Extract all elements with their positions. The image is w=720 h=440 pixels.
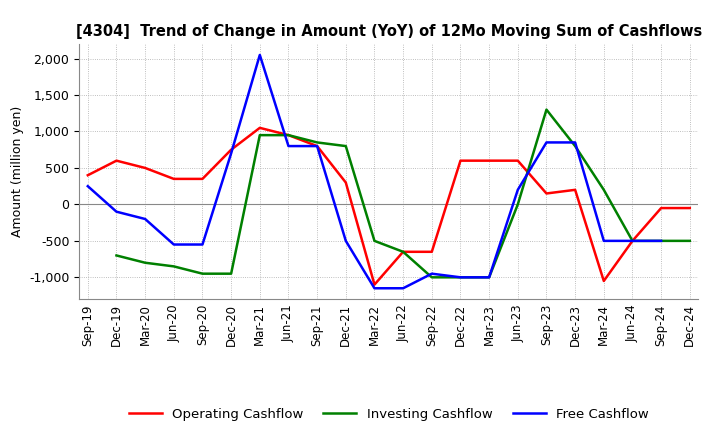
Investing Cashflow: [256, 132, 264, 138]
Free Cashflow: [341, 238, 350, 243]
Free Cashflow: [312, 143, 321, 149]
Investing Cashflow: [370, 238, 379, 243]
Investing Cashflow: [198, 271, 207, 276]
Free Cashflow: [485, 275, 493, 280]
Operating Cashflow: [341, 180, 350, 185]
Operating Cashflow: [198, 176, 207, 182]
Investing Cashflow: [571, 143, 580, 149]
Free Cashflow: [370, 286, 379, 291]
Operating Cashflow: [542, 191, 551, 196]
Investing Cashflow: [428, 275, 436, 280]
Investing Cashflow: [227, 271, 235, 276]
Operating Cashflow: [84, 172, 92, 178]
Investing Cashflow: [513, 202, 522, 207]
Y-axis label: Amount (million yen): Amount (million yen): [11, 106, 24, 237]
Investing Cashflow: [685, 238, 694, 243]
Operating Cashflow: [256, 125, 264, 131]
Legend: Operating Cashflow, Investing Cashflow, Free Cashflow: Operating Cashflow, Investing Cashflow, …: [124, 403, 654, 426]
Free Cashflow: [456, 275, 465, 280]
Operating Cashflow: [112, 158, 121, 163]
Line: Investing Cashflow: Investing Cashflow: [117, 110, 690, 277]
Free Cashflow: [513, 187, 522, 192]
Operating Cashflow: [657, 205, 665, 211]
Operating Cashflow: [600, 279, 608, 284]
Investing Cashflow: [657, 238, 665, 243]
Free Cashflow: [428, 271, 436, 276]
Operating Cashflow: [141, 165, 150, 171]
Operating Cashflow: [428, 249, 436, 254]
Investing Cashflow: [542, 107, 551, 112]
Operating Cashflow: [227, 147, 235, 152]
Investing Cashflow: [312, 140, 321, 145]
Operating Cashflow: [628, 238, 636, 243]
Investing Cashflow: [399, 249, 408, 254]
Investing Cashflow: [341, 143, 350, 149]
Investing Cashflow: [284, 132, 293, 138]
Investing Cashflow: [141, 260, 150, 265]
Free Cashflow: [600, 238, 608, 243]
Free Cashflow: [284, 143, 293, 149]
Free Cashflow: [141, 216, 150, 222]
Free Cashflow: [657, 238, 665, 243]
Operating Cashflow: [456, 158, 465, 163]
Investing Cashflow: [169, 264, 178, 269]
Investing Cashflow: [600, 187, 608, 192]
Free Cashflow: [84, 183, 92, 189]
Investing Cashflow: [628, 238, 636, 243]
Free Cashflow: [399, 286, 408, 291]
Operating Cashflow: [685, 205, 694, 211]
Operating Cashflow: [485, 158, 493, 163]
Free Cashflow: [542, 140, 551, 145]
Investing Cashflow: [485, 275, 493, 280]
Free Cashflow: [571, 140, 580, 145]
Operating Cashflow: [571, 187, 580, 192]
Investing Cashflow: [456, 275, 465, 280]
Free Cashflow: [198, 242, 207, 247]
Free Cashflow: [112, 209, 121, 214]
Operating Cashflow: [169, 176, 178, 182]
Investing Cashflow: [112, 253, 121, 258]
Line: Free Cashflow: Free Cashflow: [88, 55, 661, 288]
Operating Cashflow: [513, 158, 522, 163]
Operating Cashflow: [312, 143, 321, 149]
Free Cashflow: [227, 151, 235, 156]
Line: Operating Cashflow: Operating Cashflow: [88, 128, 690, 285]
Title: [4304]  Trend of Change in Amount (YoY) of 12Mo Moving Sum of Cashflows: [4304] Trend of Change in Amount (YoY) o…: [76, 24, 702, 39]
Operating Cashflow: [399, 249, 408, 254]
Operating Cashflow: [370, 282, 379, 287]
Free Cashflow: [256, 52, 264, 58]
Free Cashflow: [628, 238, 636, 243]
Free Cashflow: [169, 242, 178, 247]
Operating Cashflow: [284, 132, 293, 138]
